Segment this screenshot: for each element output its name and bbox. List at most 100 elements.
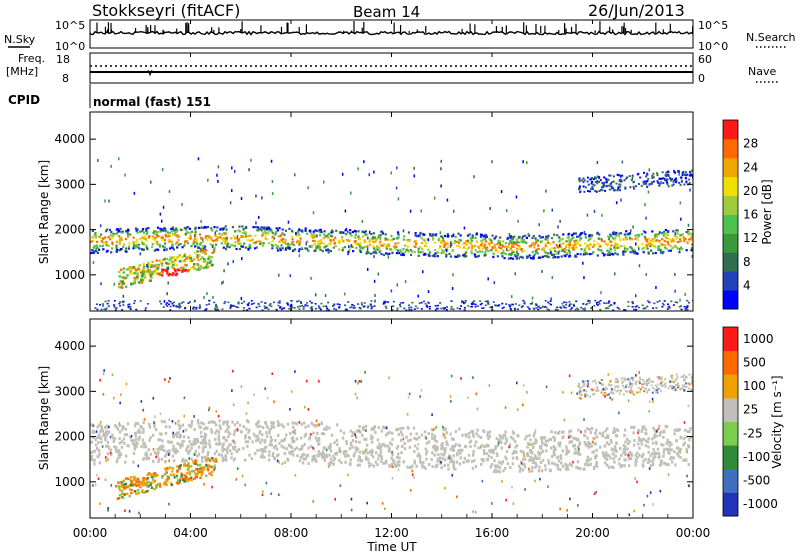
velocity-cell xyxy=(668,448,672,452)
power-cell xyxy=(465,248,468,251)
power-cell xyxy=(459,234,462,237)
power-cell xyxy=(107,299,110,302)
velocity-cell xyxy=(271,425,274,429)
velocity-cell xyxy=(294,421,297,425)
power-cell xyxy=(264,231,267,234)
power-cell xyxy=(497,242,500,245)
velocity-cell xyxy=(182,435,186,439)
power-cell xyxy=(177,238,180,241)
power-cell xyxy=(239,242,242,245)
power-cell xyxy=(653,245,656,248)
power-cell xyxy=(628,236,632,240)
velocity-cell xyxy=(572,444,575,448)
velocity-cell xyxy=(304,425,307,429)
power-cell xyxy=(587,183,590,186)
power-cell xyxy=(616,253,619,256)
velocity-cell xyxy=(120,492,124,496)
power-cell xyxy=(608,246,612,249)
power-cell xyxy=(501,302,504,305)
power-cell xyxy=(371,239,374,242)
power-cell xyxy=(623,244,626,248)
velocity-cell xyxy=(185,464,188,467)
power-cell xyxy=(210,264,213,267)
power-cell xyxy=(192,266,196,269)
velocity-cell xyxy=(153,479,157,482)
velocity-cell xyxy=(351,434,354,438)
power-cell xyxy=(419,251,422,254)
velocity-cell xyxy=(430,458,433,462)
velocity-cell xyxy=(565,445,568,449)
power-cell xyxy=(284,238,287,242)
velocity-cell xyxy=(660,376,663,379)
power-cell xyxy=(499,242,501,246)
power-cell xyxy=(586,303,589,305)
power-cell xyxy=(482,235,486,238)
power-cell xyxy=(689,238,693,241)
velocity-cell xyxy=(222,420,226,424)
power-cell xyxy=(506,237,509,241)
power-cell xyxy=(397,197,400,201)
power-cell xyxy=(169,259,173,262)
velocity-cell xyxy=(632,431,635,435)
power-cell xyxy=(608,174,611,177)
power-cell xyxy=(187,269,191,272)
power-cell xyxy=(139,278,143,282)
power-cell xyxy=(343,292,346,296)
power-cell xyxy=(445,308,448,311)
velocity-cell xyxy=(525,434,528,438)
velocity-cell xyxy=(638,382,641,385)
power-cell xyxy=(419,235,422,238)
velocity-cell xyxy=(322,452,326,456)
power-cell xyxy=(138,264,141,267)
power-cell xyxy=(533,243,536,246)
power-cell xyxy=(596,182,599,185)
power-cell xyxy=(622,252,625,255)
velocity-cell xyxy=(153,423,156,427)
power-cell xyxy=(375,251,378,255)
velocity-cell xyxy=(231,439,235,443)
power-cell xyxy=(238,240,241,243)
velocity-cell xyxy=(667,387,670,390)
power-cell xyxy=(109,238,112,241)
power-cell xyxy=(471,234,474,237)
power-cell xyxy=(596,180,599,183)
power-cell xyxy=(99,236,103,239)
velocity-cell xyxy=(521,462,525,466)
velocity-cell xyxy=(482,452,486,456)
power-cell xyxy=(95,303,98,306)
velocity-cell xyxy=(246,440,250,444)
power-cell xyxy=(304,304,307,306)
power-cell xyxy=(302,308,305,310)
power-cell xyxy=(201,256,204,259)
velocity-cell xyxy=(261,433,264,437)
velocity-cell xyxy=(459,448,462,452)
power-cell xyxy=(205,263,209,266)
power-cell xyxy=(616,246,619,250)
power-cell xyxy=(537,308,540,311)
power-cell xyxy=(395,237,399,240)
power-cell xyxy=(667,174,670,177)
velocity-cell xyxy=(397,468,400,471)
power-cell xyxy=(629,245,632,249)
power-cell xyxy=(569,239,573,242)
power-cell xyxy=(584,247,587,250)
power-cell xyxy=(679,298,681,302)
velocity-cell xyxy=(427,432,430,436)
velocity-cell xyxy=(286,422,290,426)
power-cell xyxy=(131,282,134,286)
power-cell xyxy=(395,252,399,255)
velocity-cell xyxy=(303,453,306,457)
power-cell xyxy=(199,236,203,239)
power-cell xyxy=(659,249,662,252)
power-cell xyxy=(222,232,226,235)
velocity-cell xyxy=(307,424,310,428)
velocity-cell xyxy=(327,462,331,466)
power-cell xyxy=(366,267,369,271)
power-cell xyxy=(197,246,200,249)
velocity-cell xyxy=(624,440,627,444)
power-cell xyxy=(436,251,440,254)
power-cell xyxy=(474,244,477,248)
power-cell xyxy=(151,265,154,268)
power-cell xyxy=(170,227,173,231)
velocity-cell xyxy=(226,420,230,424)
